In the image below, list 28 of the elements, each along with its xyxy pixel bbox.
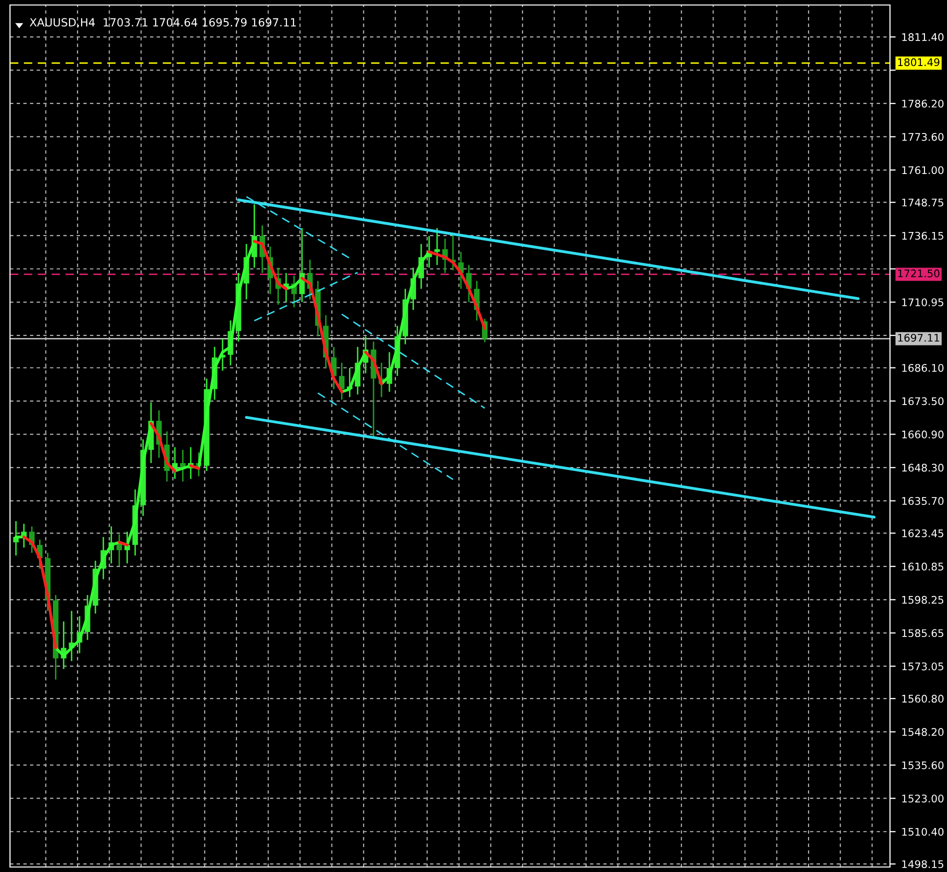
ref-line-label: 1697.11 [898,334,940,342]
y-tick-label: 1748.75 [902,198,944,206]
y-tick-label: 1573.05 [902,662,944,670]
y-tick-label: 1510.40 [902,828,944,836]
y-tick-label: 1736.15 [902,232,944,240]
y-tick-label: 1523.00 [902,794,944,802]
y-tick-label: 1710.95 [902,298,944,306]
y-tick-label: 1761.00 [902,166,944,174]
y-tick-label: 1673.50 [902,397,944,406]
y-tick-label: 1498.15 [902,860,944,868]
y-tick-label: 1635.70 [902,497,944,505]
y-tick-label: 1660.90 [902,430,944,438]
y-tick-label: 1548.20 [902,728,944,736]
y-tick-label: 1811.40 [902,33,944,42]
y-tick-label: 1648.30 [902,464,944,472]
y-tick-label: 1585.65 [902,629,944,638]
ref-line-label: 1721.50 [898,269,940,278]
y-tick-label: 1598.25 [902,596,944,604]
y-tick-label: 1773.60 [902,132,944,141]
y-tick-label: 1560.80 [902,694,944,703]
candlestick [434,227,440,266]
y-tick-label: 1686.10 [902,364,944,372]
y-tick-label: 1623.45 [902,529,944,538]
text: XAUUSD,H4 1703.71 1704.64 1695.79 1697.11 [30,18,296,28]
y-tick-label: 1610.85 [902,562,944,571]
ref-line-label: 1801.49 [898,58,940,66]
y-tick-label: 1786.20 [902,100,944,108]
y-tick-label: 1535.60 [902,761,944,770]
